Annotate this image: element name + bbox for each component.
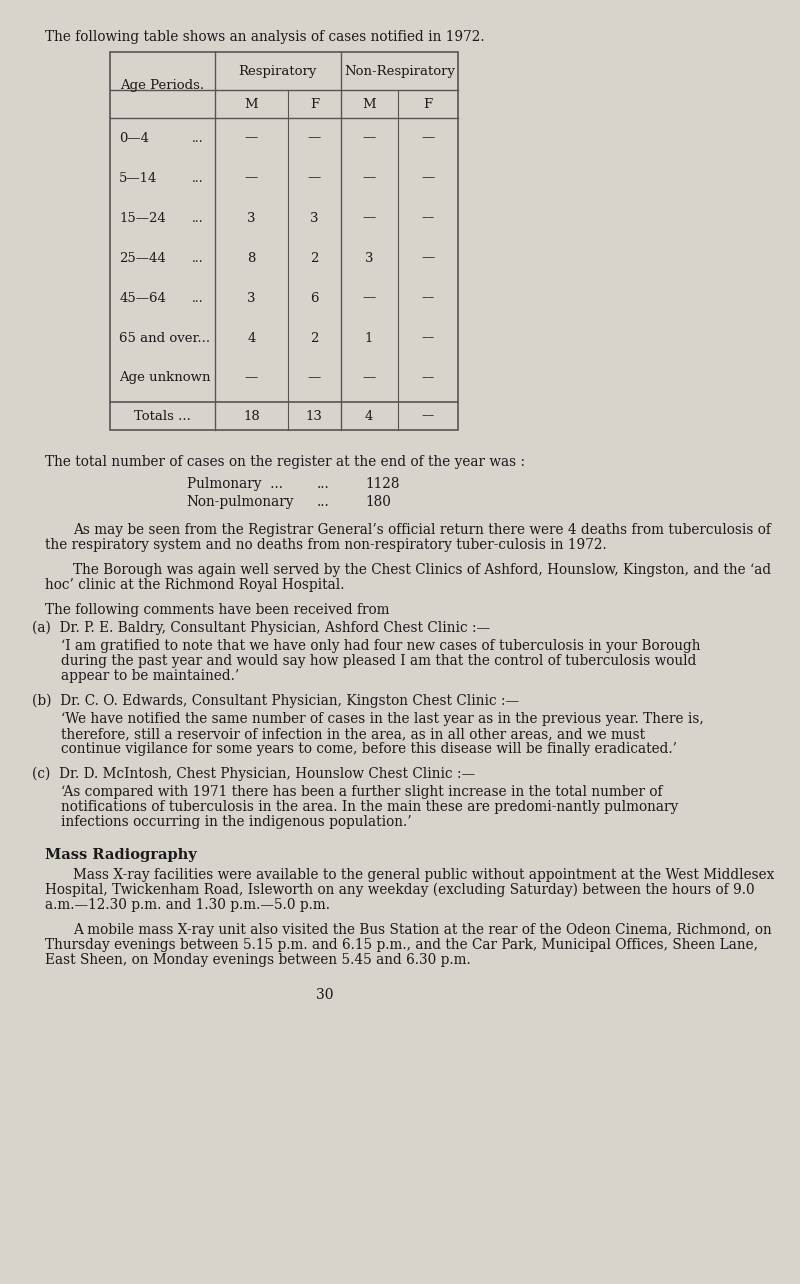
Text: ...: ... bbox=[316, 496, 329, 508]
Text: continue vigilance for some years to come, before this disease will be finally e: continue vigilance for some years to com… bbox=[61, 742, 677, 756]
Text: —: — bbox=[362, 172, 376, 185]
Text: —: — bbox=[245, 371, 258, 384]
Text: hoc’ clinic at the Richmond Royal Hospital.: hoc’ clinic at the Richmond Royal Hospit… bbox=[45, 578, 344, 592]
Text: A mobile mass X-ray unit also visited the Bus Station at the rear of the Odeon C: A mobile mass X-ray unit also visited th… bbox=[73, 923, 772, 937]
Text: —: — bbox=[422, 252, 434, 265]
Text: ––: –– bbox=[422, 371, 434, 384]
Text: a.m.—12.30 p.m. and 1.30 p.m.—5.0 p.m.: a.m.—12.30 p.m. and 1.30 p.m.—5.0 p.m. bbox=[45, 898, 330, 912]
Text: Respiratory: Respiratory bbox=[238, 64, 317, 77]
Text: East Sheen, on Monday evenings between 5.45 and 6.30 p.m.: East Sheen, on Monday evenings between 5… bbox=[45, 953, 470, 967]
Text: Hospital, Twickenham Road, Isleworth on any weekday (excluding Saturday) between: Hospital, Twickenham Road, Isleworth on … bbox=[45, 883, 754, 898]
Text: 30: 30 bbox=[316, 987, 334, 1002]
Text: F: F bbox=[423, 98, 433, 110]
Text: The following table shows an analysis of cases notified in 1972.: The following table shows an analysis of… bbox=[45, 30, 484, 44]
Text: The total number of cases on the register at the end of the year was :: The total number of cases on the registe… bbox=[45, 455, 525, 469]
Text: ...: ... bbox=[192, 212, 204, 225]
Text: 3: 3 bbox=[247, 212, 256, 225]
Text: —: — bbox=[362, 371, 376, 384]
Text: ‘We have notified the same number of cases in the last year as in the previous y: ‘We have notified the same number of cas… bbox=[61, 713, 703, 725]
Text: 3: 3 bbox=[365, 252, 374, 265]
Text: Non-Respiratory: Non-Respiratory bbox=[344, 64, 455, 77]
Text: F: F bbox=[310, 98, 319, 110]
Text: ––: –– bbox=[422, 212, 434, 225]
Bar bbox=[110, 51, 458, 430]
Text: —: — bbox=[245, 172, 258, 185]
Text: ––: –– bbox=[422, 410, 434, 422]
Text: —: — bbox=[308, 371, 321, 384]
Text: —: — bbox=[362, 131, 376, 145]
Text: 1: 1 bbox=[365, 331, 374, 344]
Text: 3: 3 bbox=[247, 291, 256, 304]
Text: 3: 3 bbox=[310, 212, 318, 225]
Text: 4: 4 bbox=[247, 331, 256, 344]
Text: therefore, still a reservoir of infection in the area, as in all other areas, an: therefore, still a reservoir of infectio… bbox=[61, 727, 645, 741]
Text: —: — bbox=[308, 172, 321, 185]
Text: The Borough was again well served by the Chest Clinics of Ashford, Hounslow, Kin: The Borough was again well served by the… bbox=[73, 562, 771, 577]
Text: Totals ...: Totals ... bbox=[134, 410, 190, 422]
Text: 6: 6 bbox=[310, 291, 318, 304]
Text: As may be seen from the Registrar General’s official return there were 4 deaths : As may be seen from the Registrar Genera… bbox=[73, 523, 771, 537]
Text: ...: ... bbox=[192, 252, 204, 265]
Text: —: — bbox=[245, 131, 258, 145]
Text: the respiratory system and no deaths from non-respiratory tuber-culosis in 1972.: the respiratory system and no deaths fro… bbox=[45, 538, 606, 552]
Text: 45—64: 45—64 bbox=[119, 291, 166, 304]
Text: ...: ... bbox=[316, 476, 329, 490]
Text: ...: ... bbox=[192, 172, 204, 185]
Text: 1128: 1128 bbox=[365, 476, 399, 490]
Text: 2: 2 bbox=[310, 252, 318, 265]
Text: 65 and over...: 65 and over... bbox=[119, 331, 210, 344]
Text: Mass Radiography: Mass Radiography bbox=[45, 847, 196, 862]
Text: ‘As compared with 1971 there has been a further slight increase in the total num: ‘As compared with 1971 there has been a … bbox=[61, 785, 662, 799]
Text: 2: 2 bbox=[310, 331, 318, 344]
Text: Non-pulmonary: Non-pulmonary bbox=[186, 496, 294, 508]
Text: 8: 8 bbox=[247, 252, 256, 265]
Text: appear to be maintained.’: appear to be maintained.’ bbox=[61, 669, 239, 683]
Text: —: — bbox=[308, 131, 321, 145]
Text: Mass X-ray facilities were available to the general public without appointment a: Mass X-ray facilities were available to … bbox=[73, 868, 774, 882]
Text: 5—14: 5—14 bbox=[119, 172, 158, 185]
Text: ‘I am gratified to note that we have only had four new cases of tuberculosis in : ‘I am gratified to note that we have onl… bbox=[61, 639, 700, 654]
Text: 180: 180 bbox=[365, 496, 391, 508]
Text: (c)  Dr. D. McIntosh, Chest Physician, Hounslow Chest Clinic :—: (c) Dr. D. McIntosh, Chest Physician, Ho… bbox=[33, 767, 475, 782]
Text: Age unknown: Age unknown bbox=[119, 371, 210, 384]
Text: —: — bbox=[362, 291, 376, 304]
Text: (b)  Dr. C. O. Edwards, Consultant Physician, Kingston Chest Clinic :—: (b) Dr. C. O. Edwards, Consultant Physic… bbox=[33, 693, 519, 709]
Text: Age Periods.: Age Periods. bbox=[120, 78, 204, 91]
Text: —: — bbox=[362, 212, 376, 225]
Text: ...: ... bbox=[192, 131, 204, 145]
Text: ...: ... bbox=[192, 291, 204, 304]
Text: M: M bbox=[245, 98, 258, 110]
Text: —: — bbox=[422, 131, 434, 145]
Text: ––: –– bbox=[422, 291, 434, 304]
Text: M: M bbox=[362, 98, 376, 110]
Text: 4: 4 bbox=[365, 410, 374, 422]
Text: Pulmonary  ...: Pulmonary ... bbox=[186, 476, 282, 490]
Text: Thursday evenings between 5.15 p.m. and 6.15 p.m., and the Car Park, Municipal O: Thursday evenings between 5.15 p.m. and … bbox=[45, 939, 758, 951]
Text: notifications of tuberculosis in the area. In the main these are predomi-nantly : notifications of tuberculosis in the are… bbox=[61, 800, 678, 814]
Text: 18: 18 bbox=[243, 410, 260, 422]
Text: 25—44: 25—44 bbox=[119, 252, 166, 265]
Text: infections occurring in the indigenous population.’: infections occurring in the indigenous p… bbox=[61, 815, 411, 829]
Text: 13: 13 bbox=[306, 410, 322, 422]
Text: ––: –– bbox=[422, 331, 434, 344]
Text: 15—24: 15—24 bbox=[119, 212, 166, 225]
Text: The following comments have been received from: The following comments have been receive… bbox=[45, 603, 389, 618]
Text: —: — bbox=[422, 172, 434, 185]
Text: during the past year and would say how pleased I am that the control of tubercul: during the past year and would say how p… bbox=[61, 654, 696, 668]
Text: 0—4: 0—4 bbox=[119, 131, 150, 145]
Text: (a)  Dr. P. E. Baldry, Consultant Physician, Ashford Chest Clinic :—: (a) Dr. P. E. Baldry, Consultant Physici… bbox=[33, 621, 490, 636]
